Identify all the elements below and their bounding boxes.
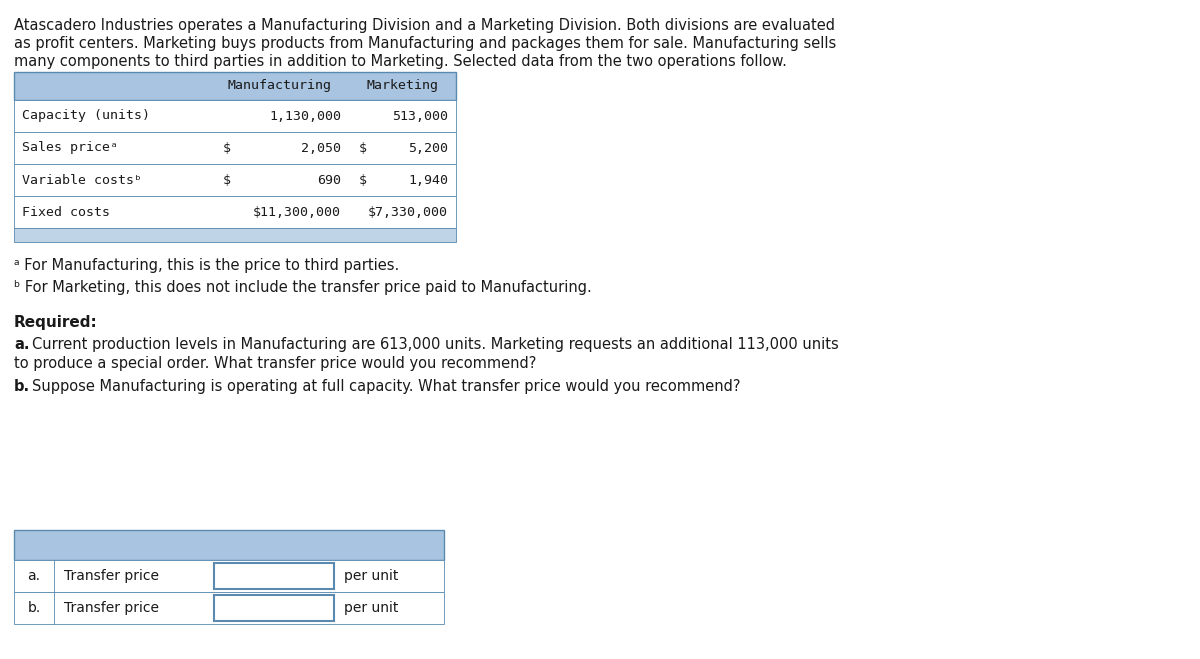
Text: b.: b. (28, 601, 41, 615)
Text: Transfer price: Transfer price (64, 601, 158, 615)
Text: 1,130,000: 1,130,000 (269, 109, 341, 123)
Bar (14, 592, 444, 624)
Bar (214, 595, 334, 621)
Text: Atascadero Industries operates a Manufacturing Division and a Marketing Division: Atascadero Industries operates a Manufac… (14, 18, 835, 33)
Text: 513,000: 513,000 (392, 109, 448, 123)
Bar (14, 132, 456, 164)
Text: per unit: per unit (344, 601, 398, 615)
Text: Transfer price: Transfer price (64, 569, 158, 583)
Text: Fixed costs: Fixed costs (22, 206, 110, 219)
Bar (214, 563, 334, 589)
Text: a.: a. (28, 569, 41, 583)
Text: Manufacturing: Manufacturing (227, 80, 331, 92)
Text: Variable costsᵇ: Variable costsᵇ (22, 173, 142, 186)
Text: ᵃ For Manufacturing, this is the price to third parties.: ᵃ For Manufacturing, this is the price t… (14, 258, 400, 273)
Bar (14, 196, 456, 228)
Text: Required:: Required: (14, 315, 97, 330)
Text: ᵇ For Marketing, this does not include the transfer price paid to Manufacturing.: ᵇ For Marketing, this does not include t… (14, 280, 592, 295)
Text: to produce a special order. What transfer price would you recommend?: to produce a special order. What transfe… (14, 356, 536, 371)
Bar (14, 164, 456, 196)
Text: $: $ (359, 173, 367, 186)
Bar (14, 228, 456, 242)
Text: per unit: per unit (344, 569, 398, 583)
Text: 690: 690 (317, 173, 341, 186)
Bar (14, 72, 456, 100)
Text: $: $ (223, 142, 230, 154)
Text: $7,330,000: $7,330,000 (368, 206, 448, 219)
Text: b.: b. (14, 379, 30, 394)
Text: 2,050: 2,050 (301, 142, 341, 154)
Text: Capacity (units): Capacity (units) (22, 109, 150, 123)
Text: 1,940: 1,940 (408, 173, 448, 186)
Text: a.: a. (14, 337, 30, 352)
Text: Marketing: Marketing (366, 80, 438, 92)
Bar (14, 530, 444, 560)
Text: Current production levels in Manufacturing are 613,000 units. Marketing requests: Current production levels in Manufacturi… (32, 337, 839, 352)
Text: as profit centers. Marketing buys products from Manufacturing and packages them : as profit centers. Marketing buys produc… (14, 36, 836, 51)
Text: many components to third parties in addition to Marketing. Selected data from th: many components to third parties in addi… (14, 54, 787, 69)
Text: 5,200: 5,200 (408, 142, 448, 154)
Text: Suppose Manufacturing is operating at full capacity. What transfer price would y: Suppose Manufacturing is operating at fu… (32, 379, 740, 394)
Bar (14, 560, 444, 592)
Text: $: $ (223, 173, 230, 186)
Text: $: $ (359, 142, 367, 154)
Bar (14, 100, 456, 132)
Text: Sales priceᵃ: Sales priceᵃ (22, 142, 118, 154)
Text: $11,300,000: $11,300,000 (253, 206, 341, 219)
